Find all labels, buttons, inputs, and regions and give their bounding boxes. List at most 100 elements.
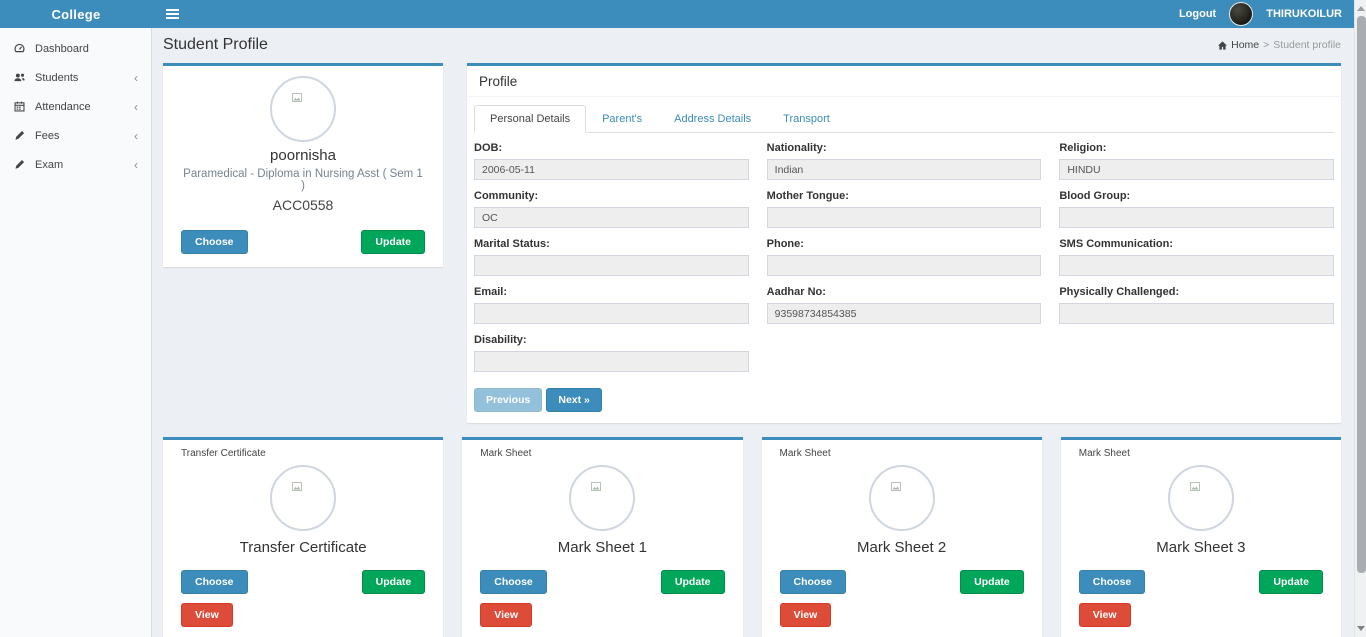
broken-image-icon: [1189, 482, 1200, 491]
profile-panel-title: Profile: [467, 66, 1341, 97]
community-input[interactable]: [474, 207, 749, 228]
field-email: Email:: [474, 286, 749, 324]
field-phone: Phone:: [766, 238, 1042, 276]
breadcrumb: Home > Student profile: [1217, 39, 1341, 51]
broken-image-icon: [890, 482, 901, 491]
sidebar-item-fees[interactable]: Fees ‹: [0, 121, 151, 150]
document-cards-row: Transfer Certificate Transfer Certificat…: [163, 437, 1341, 637]
nationality-input[interactable]: [766, 159, 1042, 180]
mark-sheet-1-card: Mark Sheet Mark Sheet 1 Choose Update Vi…: [462, 437, 743, 637]
broken-image-icon: [591, 482, 602, 491]
document-title: Mark Sheet 3: [1156, 539, 1246, 556]
tab-parents[interactable]: Parent's: [602, 113, 643, 125]
field-mother-tongue: Mother Tongue:: [766, 190, 1042, 228]
card-header-label: Mark Sheet: [1078, 448, 1130, 459]
card-header-label: Mark Sheet: [779, 448, 831, 459]
field-community: Community:: [474, 190, 749, 228]
sidebar-item-students[interactable]: Students ‹: [0, 63, 151, 92]
update-document-button[interactable]: Update: [960, 570, 1024, 594]
marital-status-input[interactable]: [474, 255, 749, 276]
page-title: Student Profile: [163, 36, 268, 53]
tab-transport[interactable]: Transport: [783, 113, 830, 125]
field-marital-status: Marital Status:: [474, 238, 749, 276]
breadcrumb-separator: >: [1263, 39, 1270, 51]
disability-input[interactable]: [474, 351, 749, 372]
update-document-button[interactable]: Update: [1259, 570, 1323, 594]
student-name: poornisha: [270, 147, 336, 164]
student-photo-placeholder: [270, 76, 336, 142]
document-title: Mark Sheet 2: [857, 539, 947, 556]
previous-button[interactable]: Previous: [474, 388, 543, 412]
physically-challenged-input[interactable]: [1059, 303, 1334, 324]
phone-input[interactable]: [766, 255, 1042, 276]
logout-link[interactable]: Logout: [1178, 8, 1217, 20]
blood-group-input[interactable]: [1059, 207, 1334, 228]
sidebar-item-label: Fees: [35, 129, 60, 142]
choose-document-button[interactable]: Choose: [480, 570, 547, 594]
pencil-icon: [15, 160, 25, 169]
field-blood-group: Blood Group:: [1059, 190, 1334, 228]
broken-image-icon: [292, 93, 302, 102]
user-avatar[interactable]: [1229, 2, 1254, 26]
field-aadhar-no: Aadhar No:: [766, 286, 1042, 324]
main-content: Student Profile Home > Student profile p…: [152, 28, 1354, 637]
next-button[interactable]: Next »: [546, 388, 602, 412]
field-nationality: Nationality:: [766, 142, 1042, 180]
sidebar-item-attendance[interactable]: Attendance ‹: [0, 92, 151, 121]
tab-address-details[interactable]: Address Details: [674, 113, 752, 125]
update-photo-button[interactable]: Update: [361, 230, 425, 254]
topbar-right: Logout THIRUKOILUR: [1179, 2, 1354, 26]
brand-logo[interactable]: College: [51, 6, 101, 22]
hamburger-icon: [165, 9, 179, 11]
dob-input[interactable]: [474, 159, 749, 180]
aadhar-no-input[interactable]: [766, 303, 1042, 324]
card-header-label: Mark Sheet: [480, 448, 532, 459]
calendar-icon: [14, 101, 25, 112]
field-dob: DOB:: [474, 142, 749, 180]
dashboard-gauge-icon: [14, 43, 25, 53]
chevron-left-icon: ‹: [134, 128, 138, 143]
choose-photo-button[interactable]: Choose: [181, 230, 248, 254]
choose-document-button[interactable]: Choose: [779, 570, 847, 594]
breadcrumb-home-link[interactable]: Home: [1217, 39, 1259, 51]
card-header-label: Transfer Certificate: [181, 448, 266, 459]
scrollbar-thumb[interactable]: [1356, 16, 1366, 573]
mark-sheet-2-card: Mark Sheet Mark Sheet 2 Choose Update Vi…: [761, 437, 1042, 637]
sidebar-item-label: Exam: [35, 158, 64, 171]
scroll-up-arrow-icon[interactable]: [1357, 6, 1365, 11]
student-admission-no: ACC0558: [272, 197, 334, 213]
sidebar-toggle-button[interactable]: [152, 0, 192, 28]
top-navbar: College Logout THIRUKOILUR: [0, 0, 1354, 28]
username-label[interactable]: THIRUKOILUR: [1266, 8, 1342, 20]
mother-tongue-input[interactable]: [766, 207, 1042, 228]
view-document-button[interactable]: View: [480, 603, 532, 627]
vertical-scrollbar[interactable]: [1354, 0, 1366, 637]
update-document-button[interactable]: Update: [361, 570, 426, 594]
update-document-button[interactable]: Update: [660, 570, 725, 594]
student-summary-card: poornisha Paramedical - Diploma in Nursi…: [163, 63, 443, 267]
view-document-button[interactable]: View: [779, 603, 832, 627]
view-document-button[interactable]: View: [1078, 603, 1131, 627]
scroll-down-arrow-icon[interactable]: [1357, 626, 1365, 631]
sidebar-item-exam[interactable]: Exam ‹: [0, 150, 151, 179]
field-disability: Disability:: [474, 334, 749, 372]
student-course: Paramedical - Diploma in Nursing Asst ( …: [183, 168, 423, 192]
sidebar-item-dashboard[interactable]: Dashboard: [0, 34, 151, 63]
sms-communication-input[interactable]: [1059, 255, 1334, 276]
home-icon: [1218, 40, 1228, 50]
field-physically-challenged: Physically Challenged:: [1059, 286, 1334, 324]
field-sms-communication: SMS Communication:: [1059, 238, 1334, 276]
transfer-certificate-card: Transfer Certificate Transfer Certificat…: [163, 437, 444, 637]
choose-document-button[interactable]: Choose: [1078, 570, 1146, 594]
choose-document-button[interactable]: Choose: [181, 570, 248, 594]
view-document-button[interactable]: View: [181, 603, 233, 627]
breadcrumb-current: Student profile: [1273, 39, 1341, 51]
broken-image-icon: [292, 482, 303, 491]
email-input[interactable]: [474, 303, 749, 324]
mark-sheet-3-card: Mark Sheet Mark Sheet 3 Choose Update Vi…: [1060, 437, 1341, 637]
tab-personal-details[interactable]: Personal Details: [474, 105, 587, 133]
profile-panel: Profile Personal Details Parent's Addres…: [467, 63, 1341, 423]
religion-input[interactable]: [1059, 159, 1334, 180]
document-image-placeholder: [868, 465, 935, 531]
profile-tabs: Personal Details Parent's Address Detail…: [474, 105, 1334, 133]
